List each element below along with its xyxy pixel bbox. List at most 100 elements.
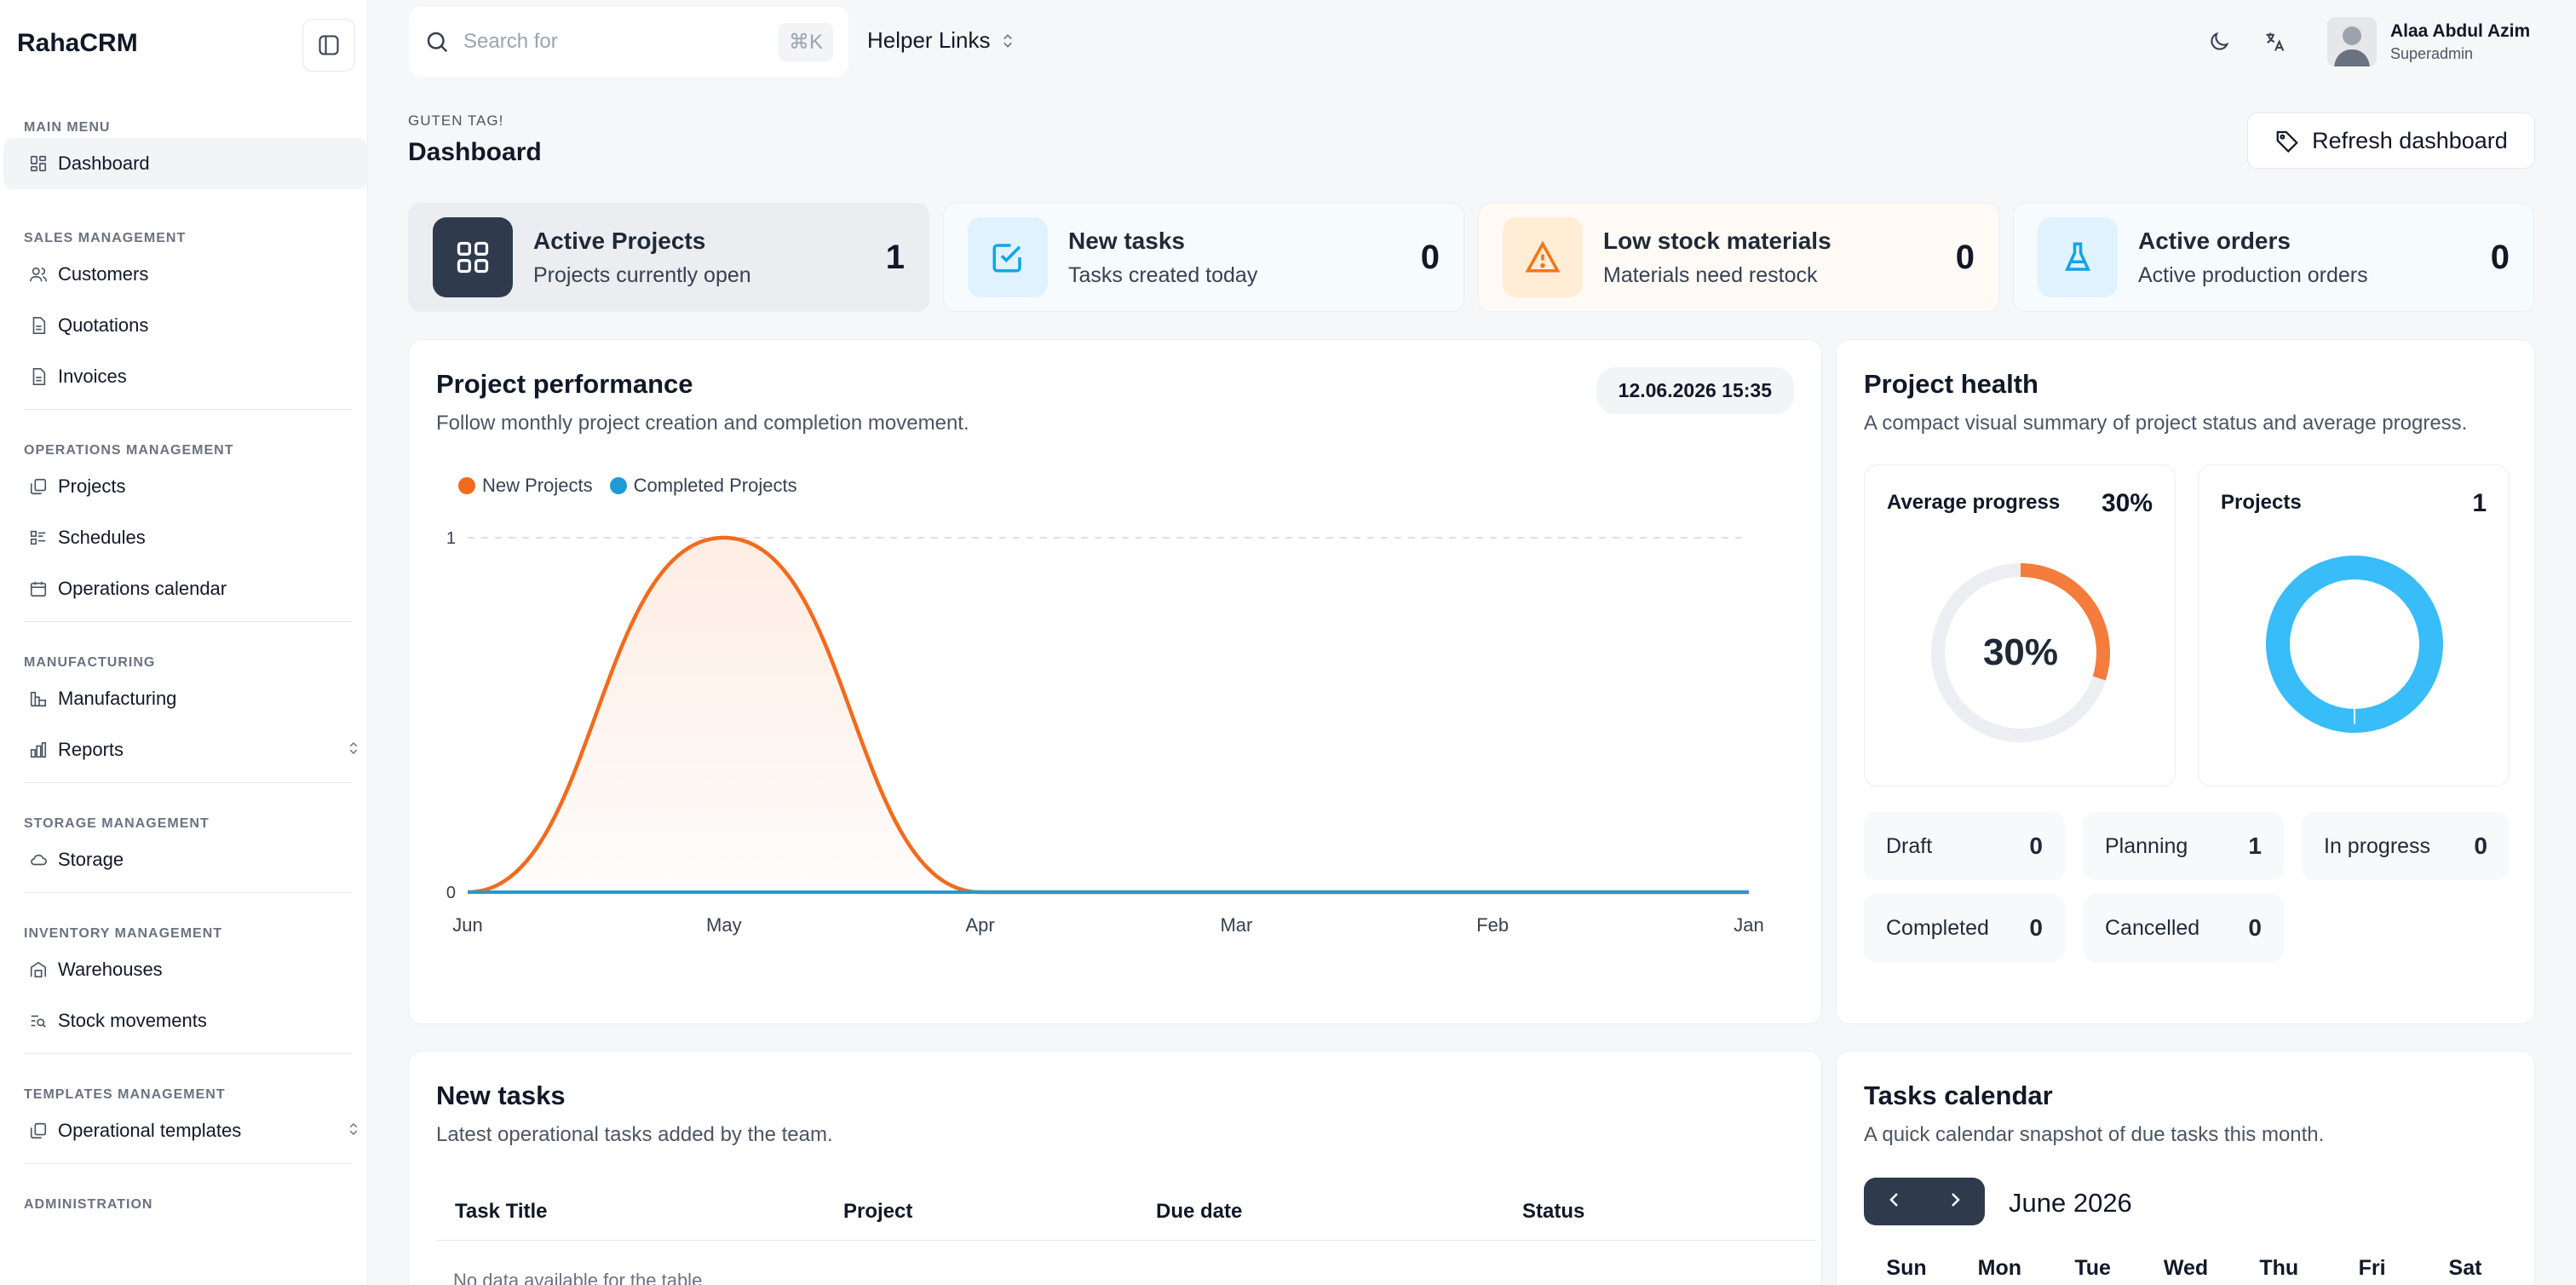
sidebar-panel-icon xyxy=(319,35,339,55)
legend-item-completed-projects[interactable]: Completed Projects xyxy=(609,475,797,497)
stat-card-active-orders[interactable]: Active orders Active production orders 0 xyxy=(2013,203,2534,312)
dark-mode-toggle[interactable] xyxy=(2205,27,2234,56)
divider xyxy=(24,621,353,622)
weekday-label: Mon xyxy=(1977,1256,2022,1280)
status-cancelled: Cancelled 0 xyxy=(2083,894,2284,962)
sidebar-item-reports[interactable]: Reports xyxy=(3,724,368,775)
sidebar-item-label: Operational templates xyxy=(58,1120,242,1141)
sidebar-item-label: Customers xyxy=(58,263,149,285)
project-health-panel: Project health A compact visual summary … xyxy=(1836,339,2535,1024)
sidebar-item-warehouses[interactable]: Warehouses xyxy=(3,944,368,995)
projects-count-card: Projects 1 xyxy=(2198,464,2510,787)
document-icon xyxy=(27,314,49,337)
sidebar-item-dashboard[interactable]: Dashboard xyxy=(3,138,368,189)
chart-legend: New Projects Completed Projects xyxy=(458,475,797,497)
sidebar-item-label: Warehouses xyxy=(58,959,163,980)
legend-item-new-projects[interactable]: New Projects xyxy=(458,475,593,497)
sidebar-item-operational-templates[interactable]: Operational templates xyxy=(3,1105,368,1156)
panel-subtitle: A quick calendar snapshot of due tasks t… xyxy=(1864,1123,2325,1146)
panel-title: Project health xyxy=(1864,369,2038,399)
nav-heading-sales: SALES MANAGEMENT xyxy=(24,231,187,245)
weekday-label: Tue xyxy=(2074,1256,2111,1280)
stat-value: 0 xyxy=(2490,238,2510,276)
sidebar-toggle-button[interactable] xyxy=(302,19,355,72)
status-completed: Completed 0 xyxy=(1864,894,2065,962)
y-tick-label: 1 xyxy=(446,529,456,548)
nav-heading-main: MAIN MENU xyxy=(24,120,111,135)
stat-card-low-stock[interactable]: Low stock materials Materials need resto… xyxy=(1478,203,1999,312)
helper-links-dropdown[interactable]: Helper Links xyxy=(867,27,1016,54)
refresh-label: Refresh dashboard xyxy=(2312,127,2508,153)
column-header-due-date[interactable]: Due date xyxy=(1156,1200,1243,1223)
sidebar-item-storage[interactable]: Storage xyxy=(3,834,368,885)
projects-value: 1 xyxy=(2472,489,2487,517)
page-title: Dashboard xyxy=(408,138,542,166)
divider xyxy=(24,782,353,783)
status-in-progress: In progress 0 xyxy=(2302,812,2510,880)
sidebar-item-customers[interactable]: Customers xyxy=(3,249,368,300)
search-icon xyxy=(427,32,448,53)
sidebar-item-schedules[interactable]: Schedules xyxy=(3,512,368,563)
divider xyxy=(24,892,353,893)
sidebar-item-quotations[interactable]: Quotations xyxy=(3,300,368,351)
prev-month-button[interactable] xyxy=(1884,1190,1905,1214)
stat-title: Active orders xyxy=(2138,227,2291,254)
sidebar-item-stock-movements[interactable]: Stock movements xyxy=(3,995,368,1046)
column-header-task-title[interactable]: Task Title xyxy=(455,1200,548,1223)
average-progress-card: Average progress 30% 30% xyxy=(1864,464,2176,787)
progress-donut: 30% xyxy=(1931,563,2110,742)
bar-chart-icon xyxy=(27,739,49,761)
stat-card-new-tasks[interactable]: New tasks Tasks created today 0 xyxy=(943,203,1464,312)
list-icon xyxy=(27,527,49,549)
column-header-project[interactable]: Project xyxy=(843,1200,913,1223)
sidebar-item-label: Schedules xyxy=(58,527,146,548)
sidebar-item-label: Projects xyxy=(58,475,126,497)
calendar-month-label: June 2026 xyxy=(2009,1188,2132,1218)
sidebar-item-label: Dashboard xyxy=(58,153,150,174)
search-box[interactable]: ⌘K xyxy=(409,7,848,77)
panel-subtitle: A compact visual summary of project stat… xyxy=(1864,412,2468,435)
flask-icon xyxy=(2038,217,2118,297)
divider xyxy=(24,1163,353,1164)
sidebar-item-label: Reports xyxy=(58,739,124,760)
chevron-updown-icon xyxy=(346,739,361,761)
panel-title: New tasks xyxy=(436,1080,566,1110)
stat-card-active-projects[interactable]: Active Projects Projects currently open … xyxy=(408,203,929,312)
refresh-dashboard-button[interactable]: Refresh dashboard xyxy=(2247,112,2535,169)
chevron-left-icon xyxy=(1889,1192,1898,1207)
sidebar-item-projects[interactable]: Projects xyxy=(3,461,368,512)
x-tick-label: Jun xyxy=(452,914,482,936)
series-area-new-projects xyxy=(468,538,1749,892)
sidebar-item-invoices[interactable]: Invoices xyxy=(3,351,368,402)
sidebar-item-label: Stock movements xyxy=(58,1010,207,1031)
x-tick-label: May xyxy=(706,914,742,936)
grid-icon xyxy=(27,153,49,175)
stat-subtitle: Tasks created today xyxy=(1068,262,1258,287)
nav-heading-administration: ADMINISTRATION xyxy=(24,1197,153,1212)
weekday-label: Thu xyxy=(2259,1256,2299,1280)
brand-logo[interactable]: RahaCRM xyxy=(17,29,138,57)
column-header-status[interactable]: Status xyxy=(1522,1200,1585,1223)
sidebar-item-operations-calendar[interactable]: Operations calendar xyxy=(3,563,368,614)
next-month-button[interactable] xyxy=(1945,1190,1965,1214)
search-input[interactable] xyxy=(463,30,779,54)
user-menu[interactable]: Alaa Abdul Azim Superadmin xyxy=(2327,17,2530,66)
status-label: In progress xyxy=(2324,833,2431,858)
check-square-icon xyxy=(968,217,1048,297)
status-label: Draft xyxy=(1886,833,1933,858)
stat-subtitle: Materials need restock xyxy=(1603,262,1818,287)
nav-heading-inventory: INVENTORY MANAGEMENT xyxy=(24,926,223,941)
x-tick-label: Jan xyxy=(1734,914,1763,936)
language-toggle[interactable] xyxy=(2261,27,2290,56)
calendar-icon xyxy=(27,578,49,600)
y-tick-label: 0 xyxy=(446,884,456,902)
user-name: Alaa Abdul Azim xyxy=(2390,20,2531,41)
sidebar-item-manufacturing[interactable]: Manufacturing xyxy=(3,673,368,724)
x-tick-label: Mar xyxy=(1220,914,1252,936)
document-icon xyxy=(27,366,49,388)
search-list-icon xyxy=(27,1010,49,1032)
calendar-weekdays: Sun Mon Tue Wed Thu Fri Sat xyxy=(1862,1256,2510,1281)
user-role: Superadmin xyxy=(2390,44,2474,62)
projects-label: Projects xyxy=(2221,491,2302,514)
avg-progress-value: 30% xyxy=(2101,489,2153,517)
